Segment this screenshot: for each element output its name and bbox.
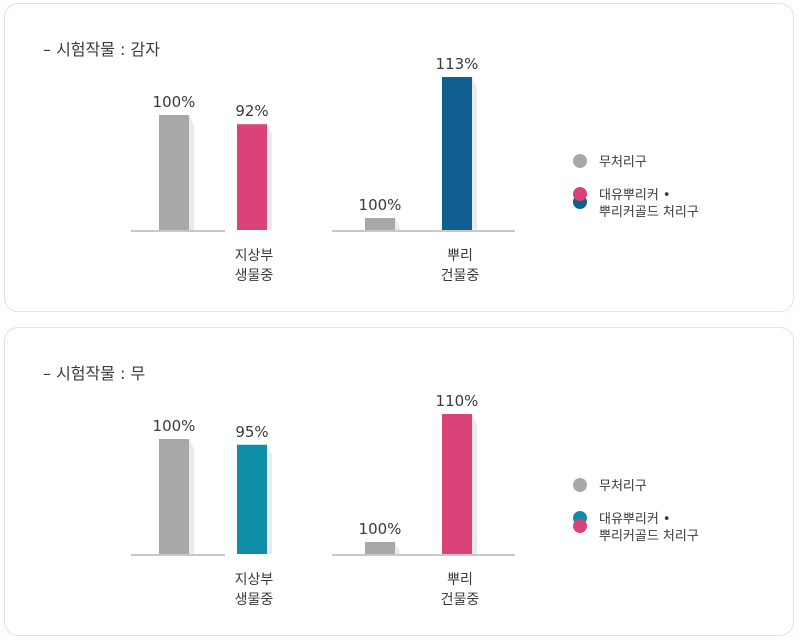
bar: [365, 218, 395, 230]
legend-item-treated: 대유뿌리커 • 뿌리커골드 처리구: [573, 511, 699, 545]
chart-title: – 시험작물 : 감자: [43, 40, 160, 59]
category-label: 지상부: [235, 572, 274, 588]
legend-label-treated-line1: 대유뿌리커 •: [599, 512, 671, 527]
bar-shadow: [472, 414, 477, 554]
legend-label-treated: 대유뿌리커 • 뿌리커골드 처리구: [599, 511, 699, 545]
bar: [442, 77, 472, 230]
category-label: 생물중: [235, 268, 274, 284]
legend: 무처리구 대유뿌리커 • 뿌리커골드 처리구: [573, 154, 699, 237]
legend-label-treated-line2: 뿌리커골드 처리구: [599, 529, 699, 544]
legend-label-untreated: 무처리구: [599, 479, 647, 494]
legend: 무처리구 대유뿌리커 • 뿌리커골드 처리구: [573, 478, 699, 561]
bar-shadow: [472, 77, 477, 230]
data-label: 113%: [436, 55, 479, 73]
bar-shadow: [395, 218, 400, 230]
data-label: 92%: [235, 102, 268, 120]
data-label: 95%: [235, 423, 268, 441]
data-label: 100%: [153, 93, 196, 111]
bar-shadow: [189, 439, 194, 554]
bar: [237, 444, 267, 554]
legend-swatch-treated: [573, 187, 587, 209]
bar-shadow: [267, 124, 272, 230]
legend-item-untreated: 무처리구: [573, 154, 699, 171]
bar-shadow: [267, 444, 272, 554]
legend-swatch-treated: [573, 511, 587, 533]
bar: [237, 124, 267, 230]
legend-label-treated: 대유뿌리커 • 뿌리커골드 처리구: [599, 187, 699, 221]
category-label: 지상부: [235, 248, 274, 264]
chart-title: – 시험작물 : 무: [43, 364, 146, 383]
legend-item-treated: 대유뿌리커 • 뿌리커골드 처리구: [573, 187, 699, 221]
legend-label-treated-line2: 뿌리커골드 처리구: [599, 205, 699, 220]
bar: [365, 542, 395, 554]
category-label: 뿌리: [447, 572, 473, 588]
legend-label-untreated: 무처리구: [599, 155, 647, 170]
category-label: 건물중: [441, 592, 480, 608]
legend-dot-top: [573, 187, 587, 201]
bar-shadow: [395, 542, 400, 554]
data-label: 100%: [153, 417, 196, 435]
category-label: 뿌리: [447, 248, 473, 264]
data-label: 100%: [359, 520, 402, 538]
bar: [442, 414, 472, 554]
legend-item-untreated: 무처리구: [573, 478, 699, 495]
data-label: 110%: [436, 392, 479, 410]
bar: [159, 439, 189, 554]
bar-shadow: [189, 115, 194, 230]
legend-swatch-untreated: [573, 478, 587, 492]
bar: [159, 115, 189, 230]
legend-dot-bottom: [573, 519, 587, 533]
legend-label-treated-line1: 대유뿌리커 •: [599, 188, 671, 203]
legend-swatch-untreated: [573, 154, 587, 168]
category-label: 생물중: [235, 592, 274, 608]
data-label: 100%: [359, 196, 402, 214]
category-label: 건물중: [441, 268, 480, 284]
